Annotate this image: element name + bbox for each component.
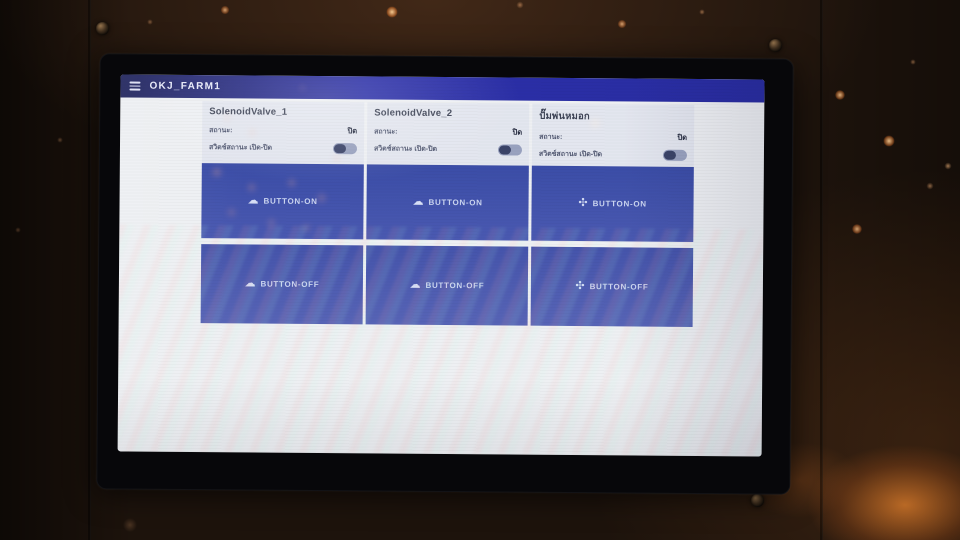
wall-seam-right xyxy=(820,0,823,540)
widget-solenoidvalve-2: SolenoidValve_2 สถานะ: ปิด สวิตช์สถานะ เ… xyxy=(365,102,530,326)
widget-mist-pump: ปั๊มพ่นหมอก สถานะ: ปิด สวิตช์สถานะ เปิด-… xyxy=(530,103,695,327)
button-off-label: BUTTON-OFF xyxy=(260,279,320,290)
screw-top-left xyxy=(96,22,109,35)
button-on-label: BUTTON-ON xyxy=(592,199,647,209)
widget-title: SolenoidValve_1 xyxy=(209,106,288,118)
toggle-knob xyxy=(333,144,347,154)
monitor-bezel: OKJ_FARM1 SolenoidValve_1 สถานะ: ปิด สวิ… xyxy=(96,53,794,495)
cloud-icon: ☁ xyxy=(244,277,256,290)
cloud-icon: ☁ xyxy=(412,195,424,208)
button-off[interactable]: ✣ BUTTON-OFF xyxy=(530,246,694,327)
fan-icon: ✣ xyxy=(575,280,585,293)
button-on-label: BUTTON-ON xyxy=(263,196,318,206)
status-value: ปิด xyxy=(347,126,358,136)
button-on-label: BUTTON-ON xyxy=(428,197,483,208)
onoff-toggle[interactable] xyxy=(662,149,687,161)
toggle-knob xyxy=(663,150,676,160)
switch-label: สวิตช์สถานะ เปิด-ปิด xyxy=(208,144,273,152)
wall-seam-left xyxy=(88,0,91,540)
cloud-icon: ☁ xyxy=(247,194,259,207)
widget-header: SolenoidValve_1 สถานะ: ปิด สวิตช์สถานะ เ… xyxy=(201,101,365,165)
status-label: สถานะ: xyxy=(539,133,563,141)
onoff-toggle[interactable] xyxy=(497,144,523,156)
button-off-label: BUTTON-OFF xyxy=(425,280,485,291)
button-on[interactable]: ☁ BUTTON-ON xyxy=(201,163,364,240)
widget-header: SolenoidValve_2 สถานะ: ปิด สวิตช์สถานะ เ… xyxy=(366,102,530,166)
widget-title: SolenoidValve_2 xyxy=(374,107,453,120)
button-off[interactable]: ☁ BUTTON-OFF xyxy=(365,245,529,326)
hamburger-icon[interactable] xyxy=(129,81,141,91)
switch-label: สวิตช์สถานะ เปิด-ปิด xyxy=(538,150,603,159)
widget-solenoidvalve-1: SolenoidValve_1 สถานะ: ปิด สวิตช์สถานะ เ… xyxy=(200,101,365,325)
status-value: ปิด xyxy=(677,132,688,142)
status-label: สถานะ: xyxy=(374,127,398,136)
screw-top-right xyxy=(769,39,782,52)
app-title: OKJ_FARM1 xyxy=(149,80,222,93)
button-on[interactable]: ✣ BUTTON-ON xyxy=(531,165,694,242)
fan-icon: ✣ xyxy=(578,197,588,210)
widget-panel: SolenoidValve_1 สถานะ: ปิด สวิตช์สถานะ เ… xyxy=(200,101,695,327)
status-label: สถานะ: xyxy=(209,126,233,134)
onoff-toggle[interactable] xyxy=(332,143,358,155)
cloud-icon: ☁ xyxy=(409,278,421,291)
widget-title: ปั๊มพ่นหมอก xyxy=(539,110,590,123)
button-off[interactable]: ☁ BUTTON-OFF xyxy=(200,244,364,325)
button-on[interactable]: ☁ BUTTON-ON xyxy=(366,164,529,241)
status-value: ปิด xyxy=(512,127,523,137)
widget-header: ปั๊มพ่นหมอก สถานะ: ปิด สวิตช์สถานะ เปิด-… xyxy=(531,103,695,167)
screen: OKJ_FARM1 SolenoidValve_1 สถานะ: ปิด สวิ… xyxy=(117,74,765,457)
switch-label: สวิตช์สถานะ เปิด-ปิด xyxy=(373,145,438,153)
app-bar: OKJ_FARM1 xyxy=(120,74,765,103)
screw-bottom-right xyxy=(751,494,764,507)
toggle-knob xyxy=(498,145,512,155)
button-off-label: BUTTON-OFF xyxy=(589,282,649,292)
